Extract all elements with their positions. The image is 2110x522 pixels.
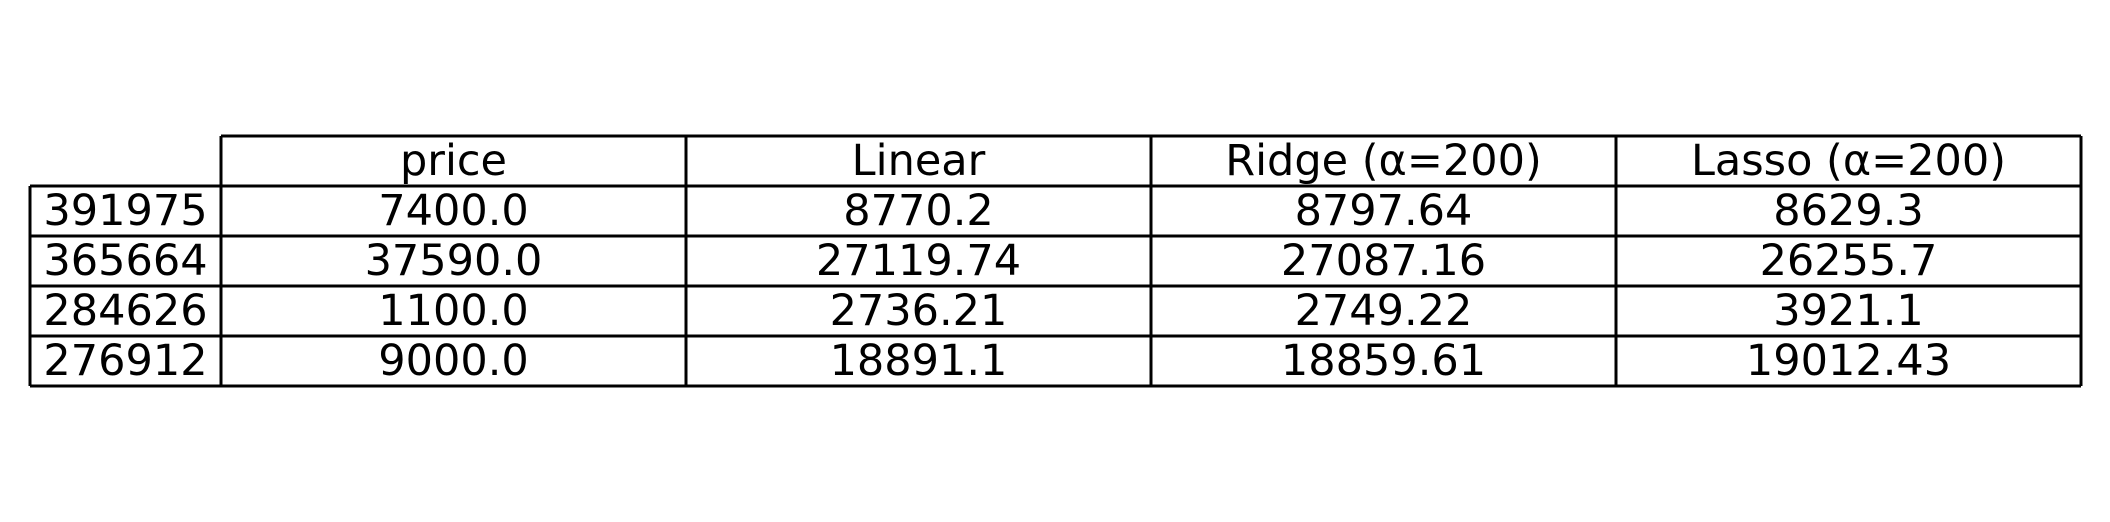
- table-cell: 18859.61: [1281, 336, 1486, 386]
- row-index-label: 276912: [43, 336, 207, 386]
- row-index-label: 284626: [43, 286, 207, 336]
- table-cell: 8629.3: [1773, 186, 1923, 236]
- table-cell: 1100.0: [378, 286, 528, 336]
- table-cell: 27119.74: [816, 236, 1021, 286]
- table-cell: 26255.7: [1760, 236, 1938, 286]
- column-header: Lasso (α=200): [1691, 136, 2006, 186]
- table-cell: 9000.0: [378, 336, 528, 386]
- column-header: Ridge (α=200): [1225, 136, 1542, 186]
- table-cell: 8770.2: [843, 186, 993, 236]
- table-cell: 18891.1: [830, 336, 1008, 386]
- table-cell: 7400.0: [378, 186, 528, 236]
- column-header: price: [400, 136, 507, 186]
- table-cell: 27087.16: [1281, 236, 1486, 286]
- row-index-label: 391975: [43, 186, 207, 236]
- table-grid: [28, 134, 2083, 388]
- column-header: Linear: [852, 136, 986, 186]
- table-cell: 2736.21: [830, 286, 1008, 336]
- table-cell: 2749.22: [1295, 286, 1473, 336]
- table-cell: 3921.1: [1773, 286, 1923, 336]
- table-cells: price Linear Ridge (α=200) Lasso (α=200) 391…: [43, 136, 2006, 386]
- table-cell: 8797.64: [1295, 186, 1473, 236]
- table-cell: 37590.0: [365, 236, 543, 286]
- table-cell: 19012.43: [1746, 336, 1951, 386]
- row-index-label: 365664: [43, 236, 207, 286]
